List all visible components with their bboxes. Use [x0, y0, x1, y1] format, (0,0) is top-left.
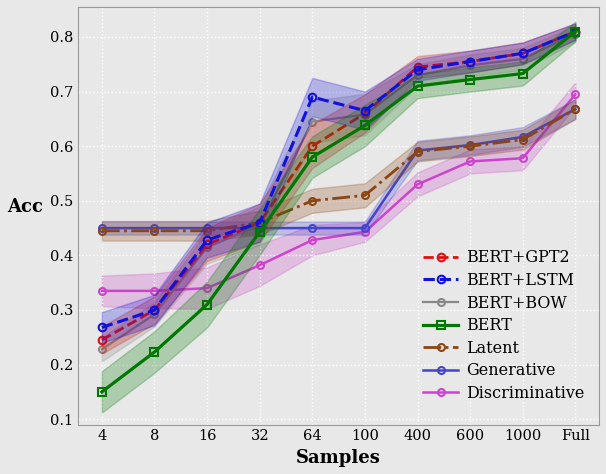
Discriminative [204, 285, 211, 291]
BERT [256, 229, 264, 235]
Discriminative [151, 288, 158, 294]
BERT+GPT2 [308, 143, 316, 149]
BERT+GPT2 [151, 307, 158, 313]
BERT [467, 77, 474, 82]
Latent [361, 192, 368, 198]
BERT+LSTM [151, 307, 158, 313]
BERT+LSTM [361, 108, 368, 114]
Generative [571, 106, 579, 112]
Generative [204, 225, 211, 231]
BERT+BOW [151, 311, 158, 317]
BERT [308, 154, 316, 160]
BERT+GPT2 [571, 28, 579, 34]
BERT+GPT2 [204, 242, 211, 247]
Discriminative [467, 159, 474, 164]
Generative [361, 225, 368, 231]
Line: BERT+GPT2: BERT+GPT2 [98, 27, 579, 344]
Latent [308, 198, 316, 204]
BERT+BOW [361, 112, 368, 118]
Line: BERT: BERT [98, 27, 579, 396]
BERT+GPT2 [98, 337, 105, 343]
BERT+LSTM [204, 237, 211, 243]
Discriminative [98, 288, 105, 294]
Line: BERT+LSTM: BERT+LSTM [98, 27, 579, 331]
BERT [519, 71, 527, 76]
Latent [414, 149, 421, 155]
BERT [414, 83, 421, 89]
Generative [467, 142, 474, 148]
BERT+LSTM [519, 51, 527, 56]
BERT+LSTM [467, 59, 474, 64]
Line: Discriminative: Discriminative [98, 91, 579, 294]
Latent [204, 228, 211, 234]
Discriminative [414, 182, 421, 187]
BERT+LSTM [308, 94, 316, 100]
Discriminative [308, 237, 316, 243]
BERT+LSTM [256, 220, 264, 226]
BERT+GPT2 [414, 64, 421, 70]
BERT [151, 349, 158, 355]
Latent [519, 137, 527, 143]
Latent [151, 228, 158, 234]
Generative [256, 225, 264, 231]
BERT+BOW [308, 119, 316, 125]
BERT+BOW [414, 73, 421, 78]
Generative [519, 134, 527, 140]
Generative [151, 225, 158, 231]
Y-axis label: Acc: Acc [7, 198, 43, 216]
Latent [467, 143, 474, 149]
Discriminative [256, 263, 264, 268]
BERT+GPT2 [467, 59, 474, 64]
BERT+LSTM [98, 325, 105, 330]
Generative [414, 148, 421, 154]
Latent [571, 106, 579, 112]
BERT+BOW [98, 346, 105, 352]
Legend: BERT+GPT2, BERT+LSTM, BERT+BOW, BERT, Latent, Generative, Discriminative: BERT+GPT2, BERT+LSTM, BERT+BOW, BERT, La… [417, 243, 591, 408]
BERT [98, 389, 105, 395]
BERT [204, 301, 211, 307]
Discriminative [519, 155, 527, 161]
Generative [308, 225, 316, 231]
Discriminative [571, 91, 579, 97]
BERT+BOW [204, 244, 211, 250]
BERT+BOW [519, 56, 527, 62]
BERT [571, 28, 579, 34]
Generative [98, 225, 105, 231]
Latent [256, 220, 264, 226]
Line: Latent: Latent [98, 106, 579, 234]
BERT+LSTM [571, 28, 579, 34]
BERT+BOW [571, 31, 579, 36]
Line: Generative: Generative [98, 106, 579, 232]
BERT+GPT2 [519, 51, 527, 56]
BERT [361, 123, 368, 128]
BERT+GPT2 [256, 220, 264, 226]
BERT+LSTM [414, 67, 421, 73]
X-axis label: Samples: Samples [296, 449, 381, 467]
BERT+BOW [467, 63, 474, 68]
Discriminative [361, 229, 368, 235]
BERT+GPT2 [361, 110, 368, 116]
Line: BERT+BOW: BERT+BOW [98, 30, 579, 353]
BERT+BOW [256, 222, 264, 228]
Latent [98, 228, 105, 234]
